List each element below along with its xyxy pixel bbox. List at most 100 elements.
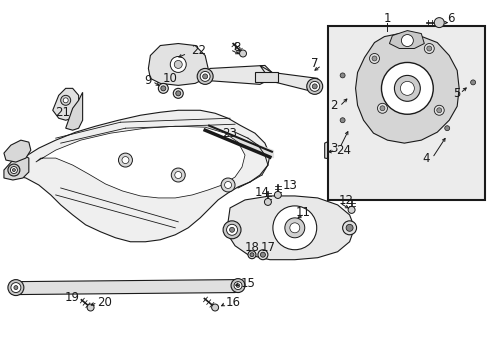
Circle shape — [371, 56, 376, 61]
Circle shape — [394, 75, 420, 101]
Circle shape — [161, 86, 165, 91]
Polygon shape — [227, 196, 354, 260]
Circle shape — [469, 80, 475, 85]
Text: 9: 9 — [144, 74, 152, 87]
Circle shape — [436, 108, 441, 113]
Circle shape — [234, 282, 242, 289]
Circle shape — [221, 178, 235, 192]
Circle shape — [433, 18, 443, 28]
Circle shape — [272, 206, 316, 250]
Circle shape — [260, 252, 265, 257]
Circle shape — [346, 224, 352, 231]
Circle shape — [87, 304, 94, 311]
Text: 12: 12 — [338, 194, 353, 207]
Circle shape — [11, 283, 21, 293]
Circle shape — [200, 71, 210, 81]
Circle shape — [369, 54, 379, 63]
Circle shape — [306, 78, 322, 94]
Text: 15: 15 — [240, 277, 255, 290]
Circle shape — [312, 84, 317, 89]
Circle shape — [14, 285, 18, 289]
Circle shape — [264, 198, 271, 206]
Circle shape — [158, 84, 168, 93]
Polygon shape — [254, 72, 277, 82]
Polygon shape — [4, 155, 29, 180]
Circle shape — [379, 106, 384, 111]
Polygon shape — [65, 92, 82, 130]
Circle shape — [223, 221, 241, 239]
Circle shape — [377, 103, 386, 113]
Text: 2: 2 — [329, 99, 337, 112]
Circle shape — [331, 144, 339, 152]
Text: 23: 23 — [222, 127, 237, 140]
Circle shape — [435, 19, 442, 26]
Circle shape — [381, 62, 432, 114]
Circle shape — [467, 77, 478, 88]
Text: 14: 14 — [254, 186, 269, 199]
Text: 4: 4 — [422, 152, 429, 165]
Polygon shape — [355, 33, 458, 143]
Circle shape — [236, 284, 239, 287]
Circle shape — [340, 118, 345, 123]
Circle shape — [197, 68, 213, 84]
Circle shape — [400, 81, 413, 95]
Circle shape — [342, 221, 356, 235]
Text: 1: 1 — [383, 12, 390, 25]
Text: 21: 21 — [55, 106, 70, 119]
Circle shape — [174, 171, 182, 179]
Text: 17: 17 — [260, 241, 275, 254]
Text: 8: 8 — [233, 41, 240, 54]
Circle shape — [8, 164, 20, 176]
Circle shape — [249, 253, 253, 257]
Circle shape — [10, 167, 18, 174]
Circle shape — [309, 81, 319, 91]
Circle shape — [8, 280, 24, 296]
Circle shape — [211, 304, 218, 311]
Text: 11: 11 — [295, 206, 310, 219]
Circle shape — [258, 250, 267, 260]
Polygon shape — [200, 66, 271, 84]
Text: 5: 5 — [452, 87, 460, 100]
Text: 16: 16 — [225, 296, 240, 309]
Circle shape — [247, 251, 255, 259]
Text: 18: 18 — [244, 241, 259, 254]
Circle shape — [12, 168, 15, 171]
Circle shape — [274, 192, 281, 198]
Circle shape — [463, 73, 481, 91]
Circle shape — [202, 74, 207, 79]
Circle shape — [118, 153, 132, 167]
Circle shape — [401, 35, 412, 46]
Circle shape — [441, 123, 452, 134]
Polygon shape — [36, 126, 244, 198]
Circle shape — [289, 223, 299, 233]
Circle shape — [340, 73, 345, 78]
Circle shape — [229, 227, 234, 232]
Text: 6: 6 — [447, 12, 454, 25]
Circle shape — [336, 70, 347, 81]
Circle shape — [61, 95, 71, 105]
Polygon shape — [324, 137, 347, 160]
Circle shape — [333, 111, 351, 129]
Circle shape — [171, 168, 185, 182]
Text: 3: 3 — [329, 141, 337, 155]
Circle shape — [175, 91, 181, 96]
Circle shape — [230, 279, 244, 293]
Polygon shape — [6, 110, 269, 242]
Circle shape — [63, 98, 68, 103]
Polygon shape — [53, 88, 79, 120]
Text: 13: 13 — [282, 180, 297, 193]
Circle shape — [239, 50, 246, 57]
Circle shape — [122, 157, 129, 163]
Polygon shape — [148, 44, 208, 85]
Circle shape — [173, 88, 183, 98]
Polygon shape — [4, 140, 31, 162]
Circle shape — [170, 57, 186, 72]
Circle shape — [347, 206, 354, 213]
Circle shape — [437, 119, 455, 137]
Text: 24: 24 — [335, 144, 350, 157]
Circle shape — [174, 60, 182, 68]
Circle shape — [285, 218, 304, 238]
Bar — [327, 26, 484, 200]
Circle shape — [426, 46, 431, 51]
Circle shape — [224, 181, 231, 189]
